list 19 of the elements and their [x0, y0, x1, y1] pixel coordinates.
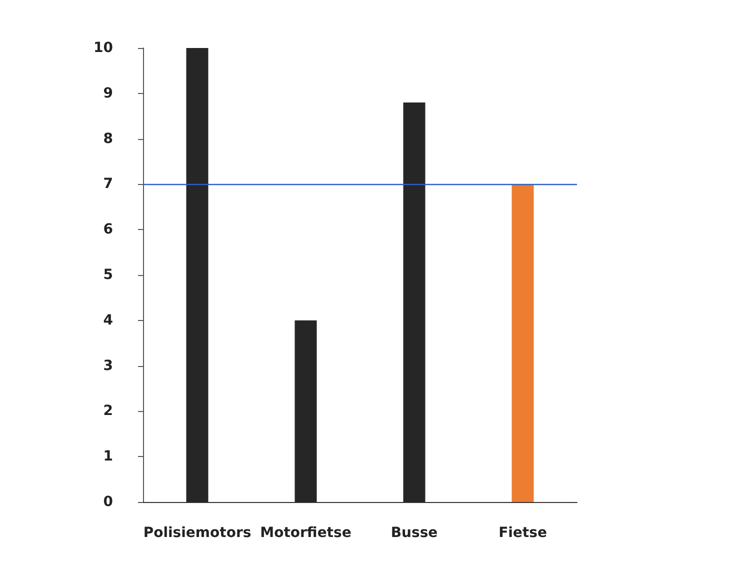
- y-tick-label: 2: [103, 403, 113, 420]
- x-tick-label: Busse: [390, 525, 438, 541]
- y-tick-label: 8: [103, 130, 113, 147]
- y-tick-label: 10: [94, 40, 114, 56]
- bar: [403, 102, 426, 502]
- y-tick-label: 4: [103, 312, 114, 328]
- y-tick-label: 9: [103, 85, 113, 102]
- x-tick-label: Motorfietse: [260, 525, 352, 541]
- y-tick-label: 5: [103, 267, 113, 283]
- y-tick-label: 0: [103, 494, 114, 510]
- bar: [294, 320, 317, 502]
- y-tick-label: 6: [103, 222, 113, 238]
- y-tick-label: 7: [103, 176, 113, 192]
- x-tick-label: Polisiemotors: [143, 525, 252, 541]
- bar: [186, 48, 208, 502]
- y-tick-label: 3: [103, 358, 113, 374]
- x-tick-label: Fietse: [498, 525, 547, 541]
- y-tick-label: 1: [103, 448, 113, 465]
- bar: [512, 184, 534, 502]
